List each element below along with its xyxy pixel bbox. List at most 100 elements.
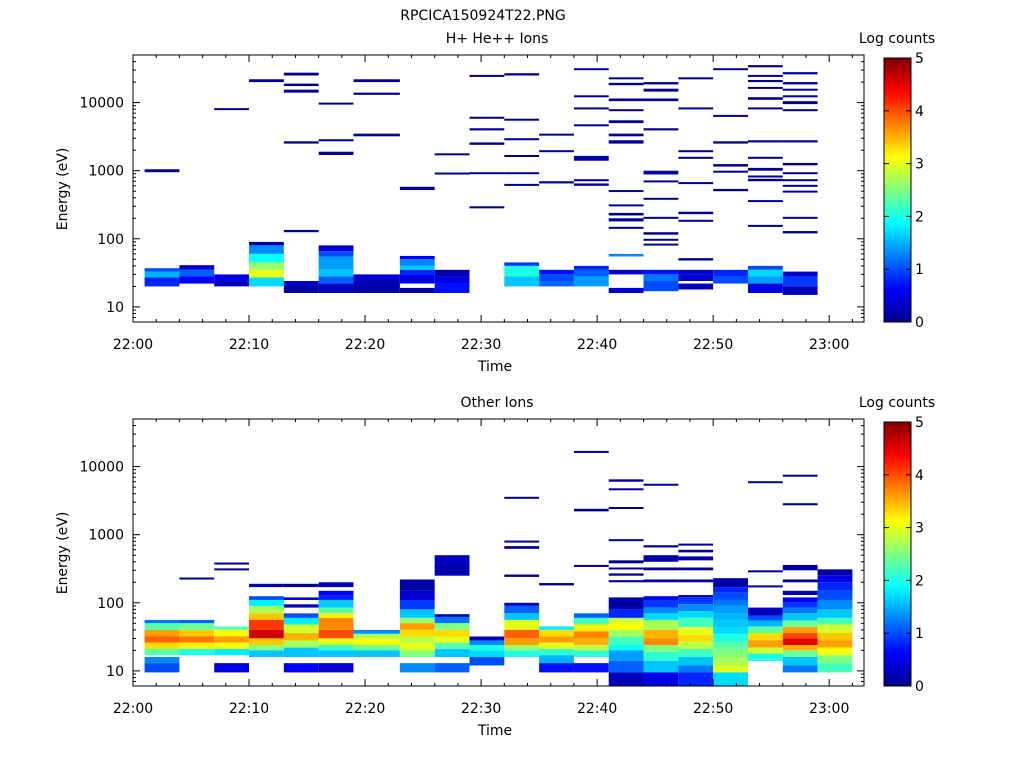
heatmap-cell (747, 283, 783, 293)
heatmap-cell (782, 627, 818, 633)
heatmap-cell (504, 629, 540, 639)
heatmap-cell (678, 107, 714, 110)
heatmap-cell (678, 77, 714, 80)
heatmap-cell (249, 645, 284, 651)
heatmap-cell (643, 672, 679, 686)
heatmap-cell (283, 617, 319, 625)
heatmap-cell (179, 636, 215, 643)
heatmap-cell (747, 570, 783, 573)
heatmap-cell (678, 549, 714, 553)
heatmap-cell (782, 286, 818, 295)
heatmap-cell (643, 269, 679, 275)
heatmap-cell (747, 647, 783, 654)
heatmap-cell (434, 555, 470, 576)
heatmap-cell (678, 543, 714, 546)
heatmap-cell (678, 556, 714, 561)
heatmap-cell (782, 474, 818, 477)
heatmap-cell (539, 274, 574, 281)
heatmap-cell (817, 663, 853, 673)
x-tick-label: 22:30 (461, 701, 501, 717)
heatmap-cell (249, 269, 284, 278)
x-tick-label: 22:40 (577, 701, 617, 717)
heatmap-cell (608, 226, 644, 229)
heatmap-cell (318, 607, 354, 614)
heatmap-cell (782, 172, 818, 175)
heatmap-cell (353, 274, 400, 281)
axes: 22:00 22:10 22:20 22:30 22:40 22:50 23:00 10 100… (79, 54, 865, 353)
colorbar-tick-label: 4 (915, 468, 924, 484)
heatmap-cell (713, 656, 748, 666)
panel-title: Other Ions (460, 395, 533, 411)
heatmap-cell (144, 656, 180, 664)
heatmap-cell (249, 583, 284, 588)
heatmap-cell (608, 488, 644, 491)
heatmap-cell (399, 274, 435, 284)
heatmap-cell (747, 65, 783, 68)
heatmap-cell (782, 216, 818, 219)
heatmap-cell (782, 162, 818, 166)
heatmap-cell (678, 258, 714, 261)
heatmap-cell (747, 653, 783, 661)
heatmap-cell (747, 79, 783, 83)
heatmap-cell (747, 276, 783, 284)
heatmap-cell (608, 567, 644, 570)
heatmap-cell (608, 507, 644, 510)
heatmap-cell (504, 118, 540, 121)
heatmap-cell (214, 626, 250, 630)
heatmap-cell (283, 597, 319, 600)
colorbar-gradient (883, 421, 912, 687)
heatmap-cell (318, 599, 354, 608)
heatmap-cell (747, 640, 783, 648)
heatmap-cell (643, 545, 679, 548)
heatmap-cell (469, 116, 505, 119)
heatmap-cell (504, 605, 540, 614)
heatmap-cell (713, 641, 748, 649)
heatmap-cell (678, 656, 714, 666)
plot-frame (132, 54, 865, 323)
heatmap-cell (573, 508, 609, 512)
heatmap-cell (678, 211, 714, 215)
heatmap-cell (608, 77, 644, 80)
heatmap-cell (608, 597, 644, 610)
heatmap-cell (782, 109, 818, 112)
heatmap-cell (573, 645, 609, 651)
colorbar-tick-label: 3 (915, 157, 924, 173)
heatmap-cell (179, 629, 215, 637)
heatmap-cell (318, 629, 354, 639)
colorbar-tick-label: 4 (915, 104, 924, 120)
heatmap-cell (434, 283, 470, 293)
heatmap-cell (573, 183, 609, 186)
x-tick-label: 22:50 (693, 337, 733, 353)
heatmap-cell (539, 626, 574, 630)
heatmap-cell (214, 562, 250, 565)
heatmap-cell (747, 178, 783, 182)
heatmap-cell (469, 128, 505, 131)
heatmap-cell (399, 599, 435, 610)
heatmap-cell (249, 629, 284, 639)
heatmap-cell (782, 190, 818, 193)
heatmap-cell (678, 150, 714, 153)
heatmap-cell (434, 623, 470, 630)
heatmap-cell (817, 599, 853, 610)
heatmap-cell (144, 629, 180, 637)
heatmap-cell (608, 560, 644, 564)
heatmap-cell (399, 269, 435, 275)
heatmap-cell (608, 580, 644, 583)
heatmap-cell (678, 611, 714, 618)
heatmap-cell (643, 555, 679, 562)
heatmap-cell (469, 636, 505, 641)
y-tick-label: 100 (97, 596, 124, 612)
heatmap-cell (504, 276, 540, 287)
heatmap-cell (782, 645, 818, 651)
colorbar-tick-label: 2 (915, 573, 924, 589)
heatmap-cell (678, 672, 714, 686)
heatmap-cell (434, 172, 470, 175)
heatmap-cell (469, 206, 505, 209)
heatmap-cell (144, 169, 180, 173)
heatmap-cell (469, 645, 505, 651)
heatmap-cell (399, 609, 435, 618)
heatmap-cell (144, 648, 180, 656)
panel-other-ions: Other Ions Time Energy (eV) Log counts 2… (55, 395, 935, 739)
heatmap-cell (608, 609, 644, 618)
heatmap-cell (713, 613, 748, 620)
